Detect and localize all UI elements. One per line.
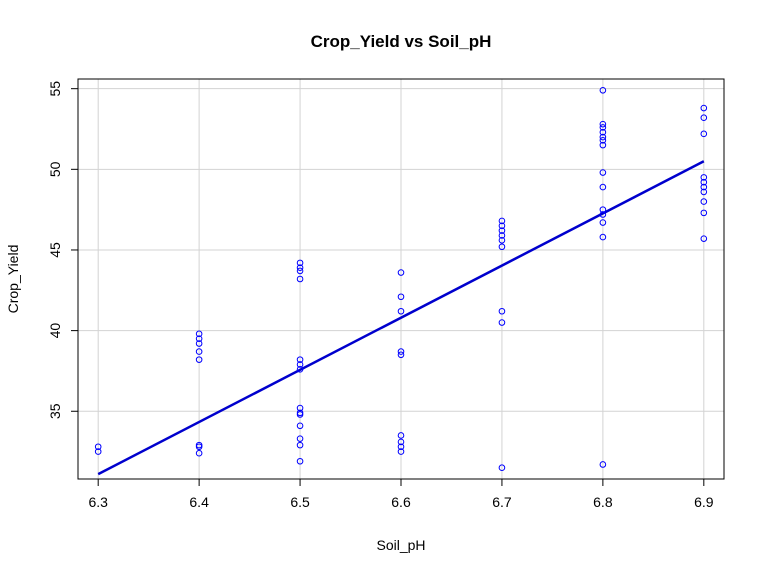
data-point	[397, 438, 405, 446]
data-point	[700, 183, 708, 191]
data-point	[195, 335, 203, 342]
x-axis: 6.3 6.4 6.5 6.6 6.7 6.8 6.9	[88, 479, 714, 510]
data-point	[498, 307, 506, 315]
data-point	[195, 348, 203, 355]
data-point	[599, 136, 607, 144]
data-point	[599, 120, 607, 128]
data-point	[296, 361, 304, 368]
x-tick-label: 6.6	[391, 494, 411, 510]
data-point	[599, 133, 607, 141]
data-point	[599, 169, 607, 176]
data-point	[599, 86, 607, 94]
data-point	[599, 128, 607, 136]
y-axis: 35 40 45 50 55	[47, 81, 78, 419]
data-point	[195, 449, 203, 457]
x-tick-label: 6.8	[593, 494, 613, 510]
data-point	[397, 443, 405, 451]
data-point	[599, 219, 607, 226]
data-point	[195, 340, 203, 347]
data-point	[397, 293, 405, 301]
data-point	[498, 217, 506, 225]
data-point	[700, 114, 708, 122]
data-point	[599, 233, 607, 241]
data-point	[700, 188, 708, 196]
data-point	[700, 104, 708, 112]
data-point	[397, 448, 405, 455]
data-point	[296, 366, 304, 373]
data-point	[296, 411, 304, 418]
data-point	[498, 236, 506, 244]
data-point	[700, 130, 708, 138]
y-tick-label: 40	[47, 323, 63, 339]
x-tick-label: 6.9	[694, 494, 714, 510]
data-point	[397, 348, 405, 355]
data-point	[296, 356, 304, 363]
x-tick-label: 6.4	[189, 494, 209, 510]
x-axis-label: Soil_pH	[376, 537, 425, 553]
data-point	[498, 464, 506, 472]
data-point	[599, 461, 607, 468]
data-point	[296, 267, 304, 275]
data-point	[599, 183, 607, 191]
data-point	[700, 209, 708, 217]
data-point	[296, 441, 304, 449]
data-point	[397, 432, 405, 439]
grid-lines	[78, 79, 724, 479]
y-tick-label: 35	[47, 403, 63, 419]
data-point	[296, 457, 304, 465]
data-point	[498, 222, 506, 230]
data-point	[296, 275, 304, 283]
x-tick-label: 6.5	[290, 494, 310, 510]
data-point	[296, 404, 304, 412]
y-tick-label: 55	[47, 81, 63, 97]
data-point	[700, 235, 708, 242]
data-point	[296, 435, 304, 442]
x-tick-label: 6.3	[88, 494, 108, 510]
y-axis-label: Crop_Yield	[5, 245, 21, 314]
regression-line	[97, 160, 705, 476]
data-point	[296, 422, 304, 430]
data-point	[195, 356, 203, 363]
data-point	[195, 443, 203, 451]
data-point	[599, 141, 607, 149]
data-point	[397, 307, 405, 315]
data-point	[700, 198, 708, 205]
data-point	[599, 211, 607, 218]
data-point	[397, 351, 405, 359]
data-point	[195, 330, 203, 338]
fit-line-group	[97, 160, 705, 476]
data-point	[397, 269, 405, 276]
y-tick-label: 45	[47, 242, 63, 258]
data-point	[296, 259, 304, 267]
data-point	[296, 264, 304, 272]
data-point	[498, 319, 506, 326]
data-point	[700, 178, 708, 186]
data-point	[700, 174, 708, 181]
data-point	[498, 227, 506, 234]
data-point	[599, 206, 607, 213]
data-point	[498, 243, 506, 251]
data-points	[94, 86, 708, 472]
data-point	[94, 448, 102, 455]
chart-title: Crop_Yield vs Soil_pH	[311, 32, 492, 51]
data-point	[599, 124, 607, 131]
x-tick-label: 6.7	[492, 494, 512, 510]
data-point	[94, 443, 102, 451]
data-point	[498, 232, 506, 239]
y-tick-label: 50	[47, 161, 63, 177]
